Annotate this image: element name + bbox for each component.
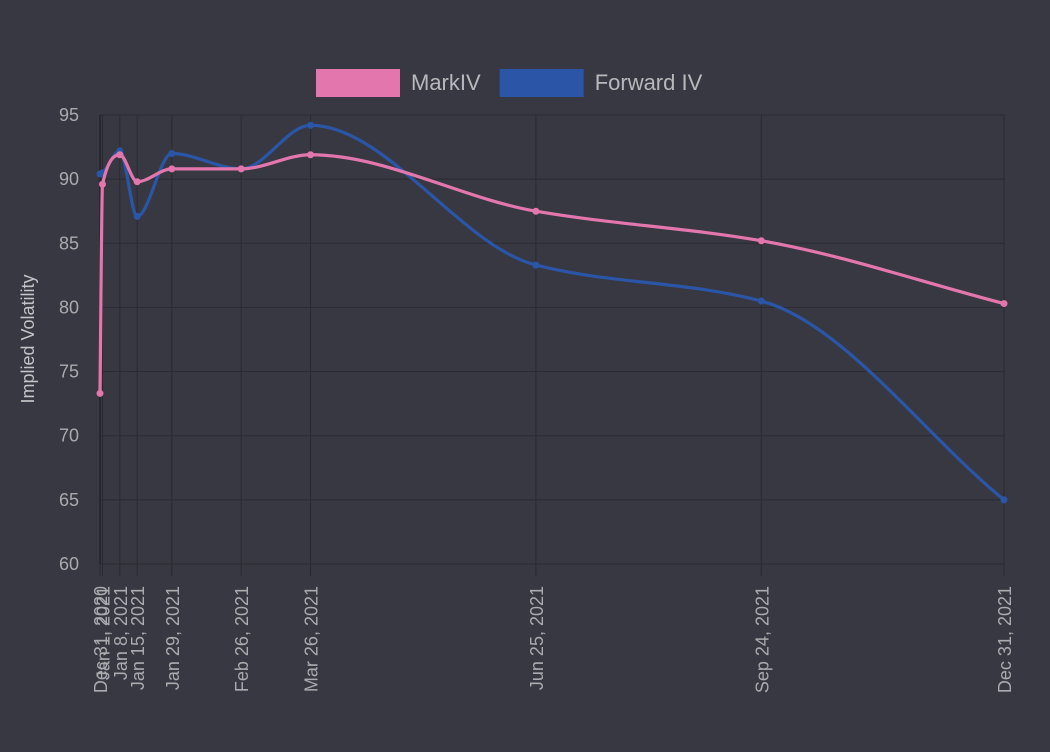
data-point[interactable] xyxy=(532,261,540,269)
series-line xyxy=(98,123,1006,502)
legend: MarkIV Forward IV xyxy=(316,69,703,97)
data-point[interactable] xyxy=(98,180,106,188)
y-tick-label: 80 xyxy=(59,297,79,317)
x-tick-label: Jan 1, 2021 xyxy=(93,586,113,680)
x-tick-label: Jun 25, 2021 xyxy=(527,586,547,690)
data-point[interactable] xyxy=(168,149,176,157)
y-tick-label: 75 xyxy=(59,362,79,382)
x-tick-label: Dec 31, 2020 xyxy=(91,586,111,693)
x-tick-label: Dec 31, 2021 xyxy=(995,586,1015,693)
x-tick-label: Jan 29, 2021 xyxy=(163,586,183,690)
data-point[interactable] xyxy=(307,121,315,129)
x-tick-label: Jan 15, 2021 xyxy=(128,586,148,690)
series-forward-iv xyxy=(96,121,1008,504)
data-point[interactable] xyxy=(1000,496,1008,504)
x-tick-label: Feb 26, 2021 xyxy=(232,586,252,692)
y-tick-label: 90 xyxy=(59,169,79,189)
data-point[interactable] xyxy=(532,207,540,215)
y-tick-label: 70 xyxy=(59,426,79,446)
series-markiv xyxy=(96,151,1008,397)
data-point[interactable] xyxy=(757,297,765,305)
series xyxy=(96,121,1008,504)
legend-swatch xyxy=(499,69,584,97)
data-point[interactable] xyxy=(1000,300,1008,308)
legend-label: MarkIV xyxy=(411,70,481,95)
legend-label: Forward IV xyxy=(595,70,703,95)
x-tick-label: Sep 24, 2021 xyxy=(752,586,772,693)
x-tick-label: Mar 26, 2021 xyxy=(302,586,322,692)
series-line xyxy=(98,153,1006,395)
y-tick-label: 60 xyxy=(59,554,79,574)
data-point[interactable] xyxy=(307,151,315,159)
legend-item[interactable]: MarkIV xyxy=(316,69,481,97)
y-axis-title: Implied Volatility xyxy=(18,274,38,403)
data-point[interactable] xyxy=(757,237,765,245)
grid xyxy=(99,114,1005,576)
legend-item[interactable]: Forward IV xyxy=(499,69,703,97)
y-tick-label: 95 xyxy=(59,105,79,125)
data-point[interactable] xyxy=(116,151,124,159)
data-point[interactable] xyxy=(168,165,176,173)
x-tick-label: Jan 8, 2021 xyxy=(111,586,131,680)
data-point[interactable] xyxy=(133,212,141,220)
data-point[interactable] xyxy=(133,178,141,186)
data-point[interactable] xyxy=(96,389,104,397)
y-tick-label: 85 xyxy=(59,233,79,253)
data-point[interactable] xyxy=(237,165,245,173)
y-axis-ticks: 95 90 85 80 75 70 65 60 xyxy=(59,105,79,574)
legend-swatch xyxy=(316,69,400,97)
y-tick-label: 65 xyxy=(59,490,79,510)
